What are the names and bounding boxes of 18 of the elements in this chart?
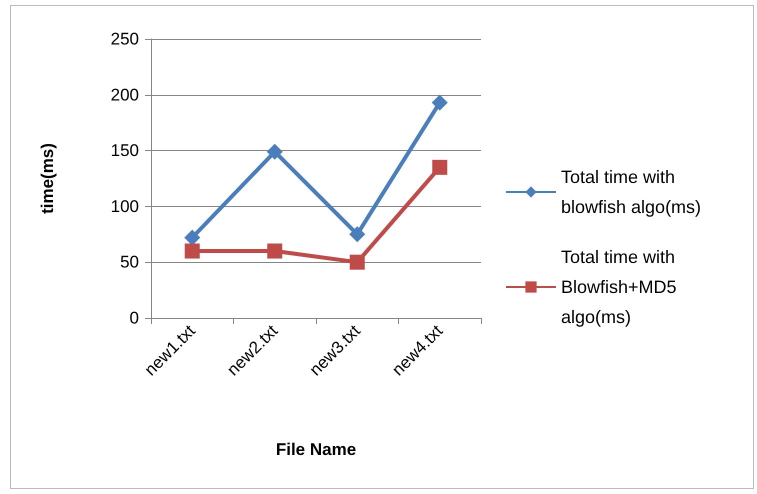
- y-tick-label: 250: [110, 30, 139, 48]
- legend-label: Total time with blowfish algo(ms): [561, 167, 702, 217]
- point: [267, 244, 282, 259]
- y-tick-label: 150: [110, 141, 139, 160]
- legend-label: Total time with Blowfish+MD5 algo(ms): [561, 247, 682, 327]
- y-tick-label: 50: [120, 252, 139, 272]
- point: [184, 230, 200, 246]
- point: [350, 254, 365, 270]
- point: [349, 226, 366, 242]
- y-tick-label: 200: [110, 85, 139, 104]
- point: [432, 94, 448, 111]
- point: [266, 144, 283, 160]
- y-tick-label: 0: [130, 308, 139, 328]
- point: [432, 160, 448, 175]
- y-axis-title: time(ms): [38, 143, 57, 214]
- y-tick-label: 100: [110, 196, 139, 216]
- point: [184, 244, 200, 259]
- x-axis-title: File Name: [276, 440, 356, 459]
